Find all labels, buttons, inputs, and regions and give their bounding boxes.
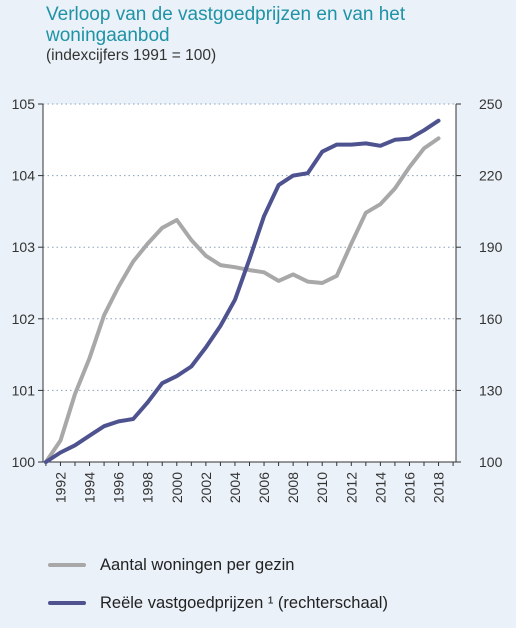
x-tick-label: 2000 <box>169 472 185 503</box>
chart-title: Verloop van de vastgoedprijzen en van he… <box>46 4 406 46</box>
legend-label-woningen: Aantal woningen per gezin <box>100 555 295 574</box>
x-tick-label: 2010 <box>314 472 330 503</box>
legend-label-vastgoedprijzen: Reële vastgoedprijzen ¹ (rechterschaal) <box>100 593 388 612</box>
series-lines <box>43 118 441 464</box>
series-line-woningen <box>43 136 441 464</box>
grid <box>43 103 456 391</box>
right-tick-label: 160 <box>479 311 503 327</box>
x-axis-ticks: 1992 1994 1996 1998 2000 2002 2004 2006 2008 2010… <box>45 462 454 503</box>
x-tick-label: 2016 <box>401 472 417 503</box>
left-tick-label: 101 <box>12 382 36 398</box>
left-tick-label: 102 <box>12 311 36 327</box>
chart-subtitle: (indexcijfers 1991 = 100) <box>46 47 217 64</box>
left-tick-label: 105 <box>12 96 36 112</box>
legend-swatch-vastgoedprijzen <box>48 601 86 605</box>
x-tick-label: 2004 <box>227 472 243 503</box>
right-tick-label: 130 <box>479 382 503 398</box>
x-tick-label: 2012 <box>343 472 359 503</box>
right-tick-label: 190 <box>479 239 503 255</box>
left-tick-label: 104 <box>12 168 36 184</box>
x-tick-label: 2008 <box>285 472 301 503</box>
x-tick-label: 2006 <box>256 472 272 503</box>
legend-item-vastgoedprijzen: Reële vastgoedprijzen ¹ (rechterschaal) <box>48 590 488 616</box>
right-tick-label: 100 <box>479 454 503 470</box>
legend-item-woningen: Aantal woningen per gezin <box>48 552 488 578</box>
x-tick-label: 2018 <box>431 472 447 503</box>
right-axis-ticks: 100 130 160 190 220 250 <box>456 96 503 470</box>
left-axis-ticks: 100 101 102 103 104 105 <box>12 96 43 470</box>
right-tick-label: 220 <box>479 168 503 184</box>
right-tick-label: 250 <box>479 96 503 112</box>
x-tick-label: 1998 <box>140 472 156 503</box>
series-line-vastgoedprijzen <box>43 118 441 464</box>
x-tick-label: 2002 <box>198 472 214 503</box>
x-tick-label: 2014 <box>372 472 388 503</box>
plot-area <box>43 104 456 462</box>
x-tick-label: 1996 <box>111 472 127 503</box>
x-tick-label: 1992 <box>52 472 68 503</box>
left-tick-label: 100 <box>12 454 36 470</box>
x-tick-label: 1994 <box>82 472 98 503</box>
legend-swatch-woningen <box>48 563 86 567</box>
legend: Aantal woningen per gezin Reële vastgoed… <box>48 552 488 628</box>
left-tick-label: 103 <box>12 239 36 255</box>
